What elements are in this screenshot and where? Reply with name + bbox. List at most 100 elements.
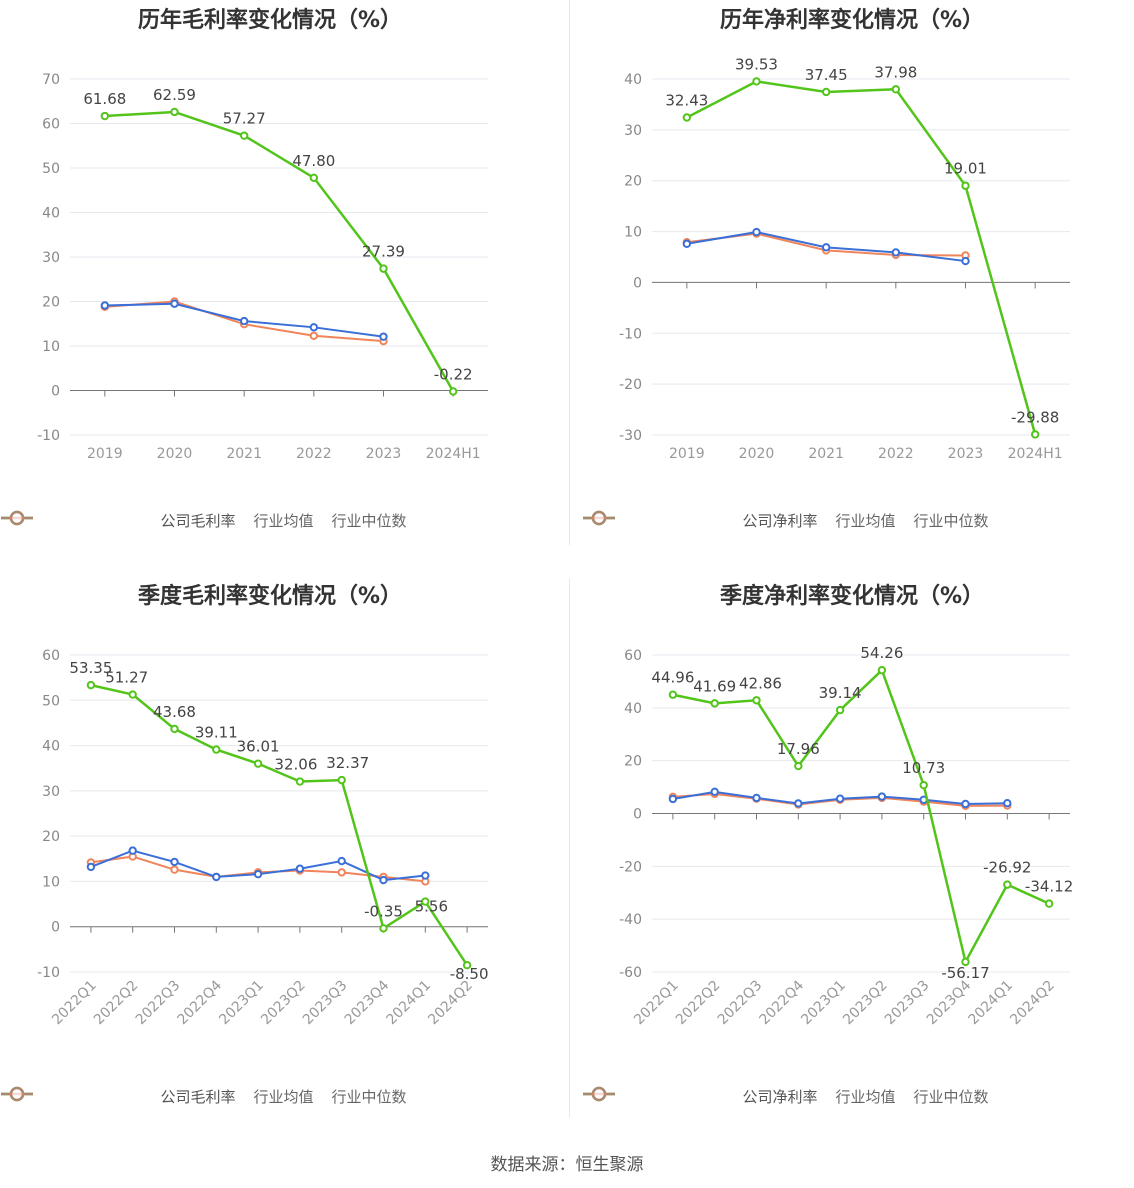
data-point bbox=[421, 897, 430, 906]
x-tick-label: 2022Q1 bbox=[631, 978, 682, 1029]
legend-item[interactable]: 公司净利率 bbox=[583, 1086, 817, 1107]
y-tick-label: 20 bbox=[42, 295, 60, 311]
data-point bbox=[379, 332, 388, 341]
legend-item[interactable]: 行业中位数 bbox=[583, 510, 989, 531]
legend-item[interactable]: 行业中位数 bbox=[1, 1086, 407, 1107]
legend-item[interactable]: 行业均值 bbox=[583, 1086, 896, 1107]
data-point bbox=[752, 77, 761, 86]
y-tick-label: 10 bbox=[42, 339, 60, 355]
chart-title: 季度毛利率变化情况（%） bbox=[137, 584, 403, 609]
data-label: 39.11 bbox=[195, 724, 238, 742]
data-label: 27.39 bbox=[362, 243, 405, 261]
data-point bbox=[239, 316, 249, 326]
data-point bbox=[821, 243, 831, 252]
data-label: 62.59 bbox=[153, 86, 196, 104]
legend-item[interactable]: 行业均值 bbox=[583, 510, 896, 531]
chart-title: 历年毛利率变化情况（%） bbox=[137, 8, 403, 33]
legend: 公司毛利率 行业均值 行业中位数 bbox=[0, 510, 567, 531]
legend-swatch-icon bbox=[583, 1086, 615, 1102]
data-label: 39.14 bbox=[819, 684, 862, 702]
y-tick-label: 20 bbox=[624, 754, 642, 770]
data-point bbox=[309, 173, 319, 182]
data-point bbox=[821, 87, 831, 97]
data-point bbox=[239, 131, 249, 140]
legend-label: 行业中位数 bbox=[331, 1088, 407, 1106]
data-label: 32.06 bbox=[274, 756, 317, 774]
series-line bbox=[90, 683, 469, 966]
x-tick-label: 2024H1 bbox=[426, 446, 481, 462]
y-tick-label: 30 bbox=[624, 123, 642, 139]
y-tick-label: 30 bbox=[42, 250, 60, 266]
divider-bottom bbox=[569, 578, 570, 1118]
data-label: 37.45 bbox=[805, 66, 848, 84]
annual-gross-margin-chart: 历年毛利率变化情况（%） -10 0 10 20 30 40 50 60 70 2019 2020 2… bbox=[0, 0, 567, 570]
x-tick-label: 2024H1 bbox=[1008, 446, 1063, 462]
legend-item[interactable]: 行业中位数 bbox=[583, 1086, 989, 1107]
annual-gross-margin-plot: -10 0 10 20 30 40 50 60 70 2019 2020 2021 2022 2023 20… bbox=[37, 72, 488, 462]
data-label: -26.92 bbox=[983, 859, 1031, 877]
x-tick-label: 2023Q2 bbox=[840, 978, 891, 1029]
data-point bbox=[170, 857, 179, 867]
data-point bbox=[170, 724, 179, 734]
data-point bbox=[212, 872, 221, 882]
x-tick-label: 2024Q2 bbox=[425, 978, 476, 1029]
legend-label: 行业中位数 bbox=[913, 1088, 989, 1106]
quarterly-gross-margin-plot: -10 0 10 20 30 40 50 60 2022Q12022Q22022Q32022Q4… bbox=[37, 648, 488, 1029]
data-point bbox=[752, 227, 761, 237]
y-tick-label: 70 bbox=[42, 72, 60, 88]
chart-title: 季度净利率变化情况（%） bbox=[719, 584, 985, 609]
x-tick-label: 2021 bbox=[226, 446, 262, 462]
legend-item[interactable]: 行业均值 bbox=[1, 510, 314, 531]
x-tick-label: 2023Q4 bbox=[924, 977, 975, 1028]
data-label: -34.12 bbox=[1025, 878, 1073, 896]
data-label: 19.01 bbox=[944, 160, 987, 178]
data-source: 数据来源：恒生聚源 bbox=[490, 1155, 644, 1175]
y-tick-label: 60 bbox=[42, 648, 60, 664]
y-tick-label: -20 bbox=[619, 859, 642, 875]
data-point bbox=[794, 761, 803, 771]
data-point bbox=[337, 868, 346, 877]
data-label: 17.96 bbox=[777, 740, 820, 758]
x-tick-label: 2023Q3 bbox=[300, 978, 351, 1029]
data-point bbox=[295, 777, 305, 786]
x-tick-label: 2022Q2 bbox=[91, 978, 142, 1029]
data-point bbox=[170, 865, 179, 874]
legend-label: 公司净利率 bbox=[742, 512, 818, 530]
legend-item[interactable]: 公司毛利率 bbox=[1, 1086, 235, 1107]
x-tick-label: 2020 bbox=[157, 446, 193, 462]
legend-item[interactable]: 行业中位数 bbox=[1, 510, 407, 531]
y-tick-label: 10 bbox=[624, 225, 642, 241]
data-point bbox=[309, 323, 319, 332]
data-point bbox=[919, 780, 928, 790]
y-tick-label: 20 bbox=[624, 174, 642, 190]
series-line bbox=[104, 110, 455, 393]
data-point bbox=[253, 759, 263, 768]
legend-label: 行业中位数 bbox=[331, 512, 407, 530]
data-label: 43.68 bbox=[153, 703, 196, 721]
y-tick-label: 40 bbox=[624, 701, 642, 717]
data-point bbox=[710, 787, 719, 797]
data-label: -29.88 bbox=[1011, 408, 1059, 426]
data-label: 32.43 bbox=[665, 91, 708, 109]
y-tick-label: 0 bbox=[633, 275, 642, 291]
legend-label: 行业均值 bbox=[835, 512, 896, 530]
data-point bbox=[1044, 899, 1054, 908]
legend-item[interactable]: 行业均值 bbox=[1, 1086, 314, 1107]
data-label: 36.01 bbox=[237, 738, 280, 756]
data-label: 47.80 bbox=[292, 152, 335, 170]
data-label: 53.35 bbox=[69, 659, 112, 677]
x-tick-label: 2023 bbox=[366, 446, 402, 462]
data-point bbox=[891, 248, 901, 257]
data-point bbox=[379, 924, 388, 933]
data-point bbox=[100, 111, 110, 121]
legend-item[interactable]: 公司净利率 bbox=[583, 510, 818, 531]
data-point bbox=[379, 875, 388, 885]
data-point bbox=[86, 680, 96, 690]
x-tick-label: 2023Q1 bbox=[216, 978, 267, 1029]
legend-item[interactable]: 公司毛利率 bbox=[1, 510, 235, 531]
x-tick-label: 2020 bbox=[739, 446, 775, 462]
y-tick-label: -60 bbox=[619, 965, 642, 981]
data-label: 5.56 bbox=[415, 898, 448, 916]
data-point bbox=[835, 794, 845, 803]
data-point bbox=[379, 264, 388, 273]
